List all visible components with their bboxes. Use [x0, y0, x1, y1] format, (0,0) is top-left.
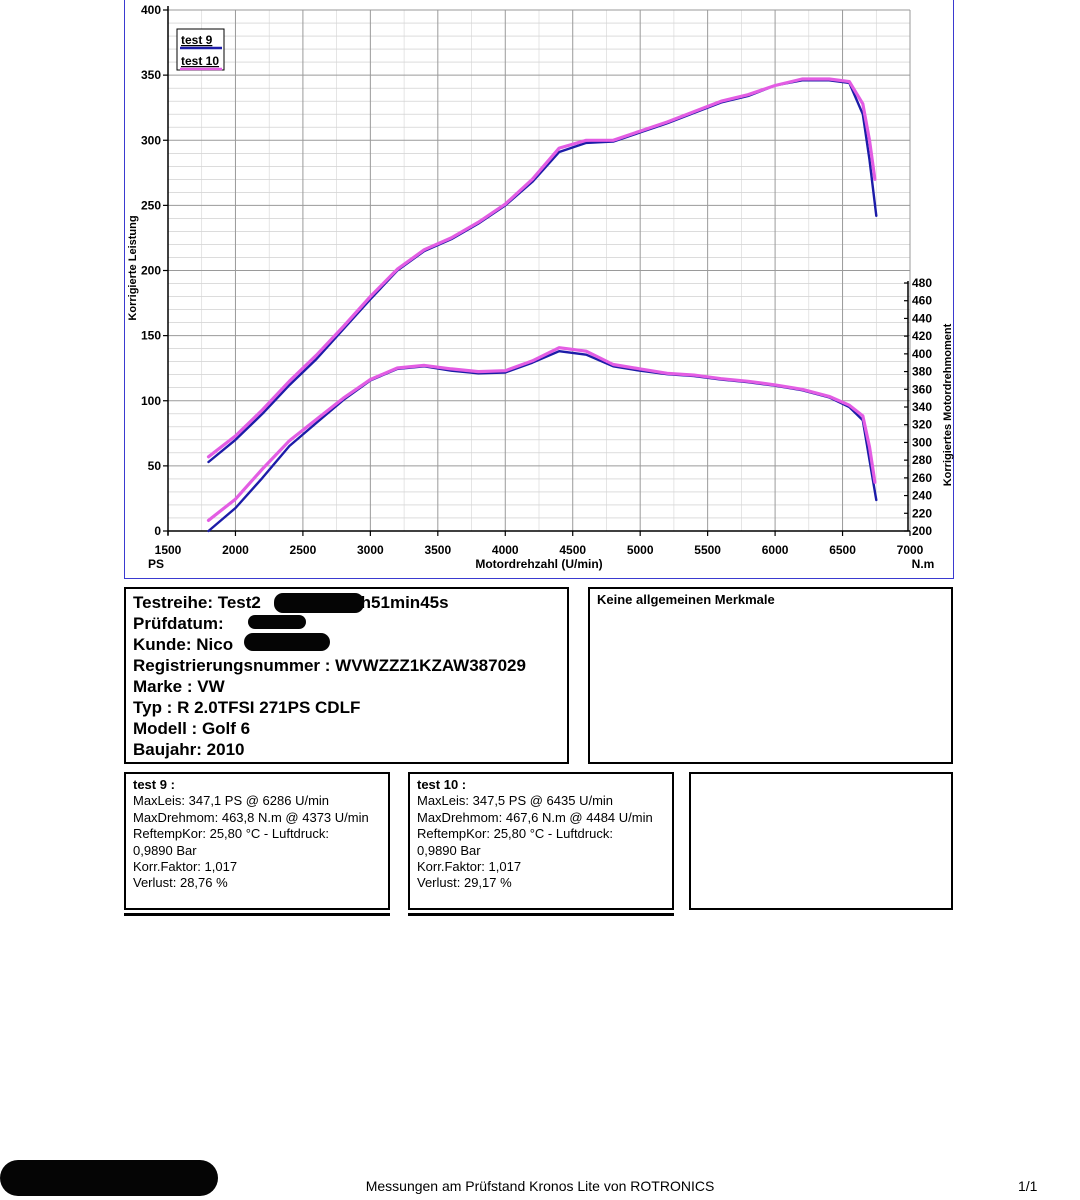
result-line: Verlust: 28,76 %	[133, 875, 228, 891]
power-line-test-9	[207, 79, 878, 464]
testreihe-label: Testreihe: Test2	[133, 593, 261, 612]
legend-box	[176, 28, 225, 71]
result-head: test 9 :	[133, 777, 175, 792]
y-left-tick-label: 150	[141, 329, 161, 343]
result-line: MaxDrehmom: 467,6 N.m @ 4484 U/min	[417, 809, 653, 825]
legend-label: test 9	[181, 33, 213, 47]
pruefdatum-line: Prüfdatum:	[133, 614, 224, 633]
result-box-test10: test 10 : MaxLeis: 347,5 PS @ 6435 U/min…	[408, 772, 674, 910]
y-right-tick-label: 340	[912, 400, 932, 414]
x-tick-label: 7000	[897, 543, 924, 557]
y-right-tick-label: 420	[912, 329, 932, 343]
chart-frame	[124, 0, 954, 579]
merkmale-box: Keine allgemeinen Merkmale	[588, 587, 953, 764]
baujahr-line: Baujahr: 2010	[133, 740, 245, 759]
redaction-kunde	[244, 633, 330, 651]
y-left-tick-label: 200	[141, 264, 161, 278]
x-tick-label: 4000	[492, 543, 519, 557]
x-tick-label: 6500	[829, 543, 856, 557]
vehicle-info-box: Testreihe: Test2 4_13h51min45s Prüfdatum:…	[124, 587, 569, 764]
kunde-line: Kunde: Nico	[133, 635, 234, 654]
redaction-footer	[0, 1160, 218, 1196]
y-left-tick-label: 350	[141, 68, 161, 82]
result-line: Korr.Faktor: 1,017	[133, 859, 238, 875]
result-line: Korr.Faktor: 1,017	[417, 859, 522, 875]
result-line: MaxLeis: 347,5 PS @ 6435 U/min	[417, 793, 614, 809]
footer-text: Messungen am Prüfstand Kronos Lite von R…	[365, 1178, 715, 1194]
x-tick-label: 4500	[559, 543, 586, 557]
y-right-tick-label: 400	[912, 347, 932, 361]
y-right-axis-label: Korrigiertes Motordrehmoment	[942, 323, 954, 486]
result-line: ReftempKor: 25,80 °C - Luftdruck:	[133, 826, 329, 842]
result-line: 0,9890 Bar	[133, 842, 197, 858]
y-right-tick-label: 480	[912, 276, 932, 290]
y-left-tick-label: 0	[154, 524, 161, 538]
result-line: ReftempKor: 25,80 °C - Luftdruck:	[417, 826, 613, 842]
y-left-unit: PS	[148, 557, 164, 571]
result-line: Verlust: 29,17 %	[417, 875, 512, 891]
result-box-test9: test 9 : MaxLeis: 347,1 PS @ 6286 U/min …	[124, 772, 390, 910]
x-tick-label: 5500	[694, 543, 721, 557]
torque-line-test-9	[207, 350, 878, 533]
x-tick-label: 2500	[290, 543, 317, 557]
y-right-unit: N.m	[912, 557, 935, 571]
y-right-tick-label: 440	[912, 311, 932, 325]
result-line: 0,9890 Bar	[417, 842, 481, 858]
y-right-tick-label: 280	[912, 453, 932, 467]
x-tick-label: 1500	[155, 543, 182, 557]
x-axis-label: Motordrehzahl (U/min)	[475, 557, 602, 571]
x-tick-label: 6000	[762, 543, 789, 557]
marke-line: Marke : VW	[133, 677, 225, 696]
torque-line-test-10	[206, 346, 877, 522]
power-line-test-10	[206, 77, 877, 459]
page-number: 1/1	[1018, 1178, 1038, 1194]
modell-line: Modell : Golf 6	[133, 719, 251, 738]
y-left-tick-label: 100	[141, 394, 161, 408]
x-tick-label: 3500	[424, 543, 451, 557]
y-right-tick-label: 460	[912, 294, 932, 308]
box-shadow	[124, 913, 390, 916]
y-right-tick-label: 360	[912, 382, 932, 396]
x-tick-label: 3000	[357, 543, 384, 557]
y-left-tick-label: 400	[141, 3, 161, 17]
result-box-empty	[689, 772, 953, 910]
redaction-testreihe	[274, 593, 364, 613]
y-left-tick-label: 50	[148, 459, 162, 473]
result-line: MaxDrehmom: 463,8 N.m @ 4373 U/min	[133, 809, 369, 825]
y-right-tick-label: 260	[912, 471, 932, 485]
y-left-tick-label: 250	[141, 198, 161, 212]
registrierung-line: Registrierungsnummer : WVWZZZ1KZAW387029	[133, 656, 526, 675]
y-left-axis-label: Korrigierte Leistung	[127, 215, 139, 320]
y-right-tick-label: 320	[912, 418, 932, 432]
redaction-pruefdatum	[248, 615, 306, 629]
merkmale-text: Keine allgemeinen Merkmale	[597, 592, 775, 607]
box-shadow	[408, 913, 674, 916]
y-right-tick-label: 200	[912, 524, 932, 538]
result-head: test 10 :	[417, 777, 467, 792]
y-right-tick-label: 240	[912, 489, 932, 503]
x-tick-label: 5000	[627, 543, 654, 557]
typ-line: Typ : R 2.0TFSI 271PS CDLF	[133, 698, 361, 717]
y-right-tick-label: 220	[912, 506, 932, 520]
y-right-tick-label: 300	[912, 435, 932, 449]
legend-label: test 10	[181, 54, 219, 68]
dyno-chart: 0 50 100 150 200 250 300 350 400 1500 2000 2500 3000…	[127, 3, 954, 571]
y-left-tick-label: 300	[141, 133, 161, 147]
result-line: MaxLeis: 347,1 PS @ 6286 U/min	[133, 793, 330, 809]
y-right-tick-label: 380	[912, 365, 932, 379]
x-tick-label: 2000	[222, 543, 249, 557]
